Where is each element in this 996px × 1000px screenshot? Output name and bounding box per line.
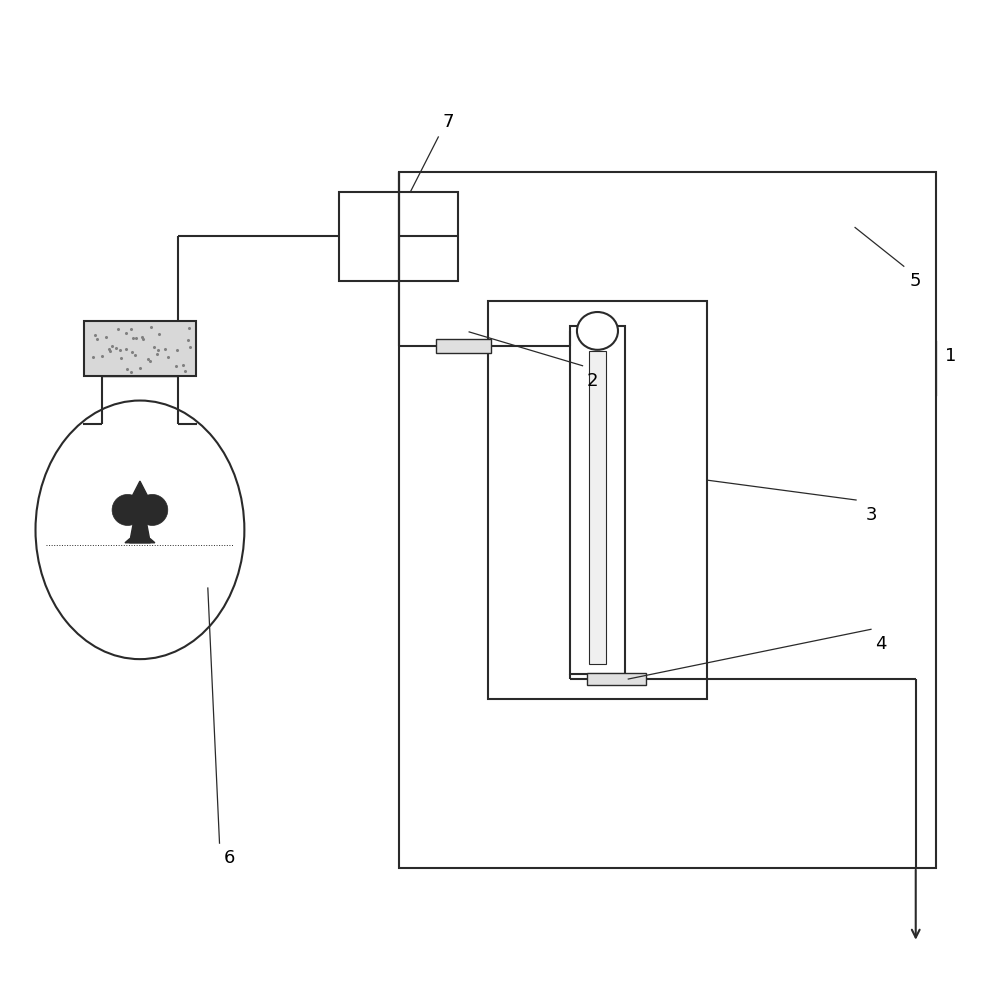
Circle shape bbox=[136, 494, 167, 525]
Polygon shape bbox=[125, 539, 154, 543]
Bar bbox=[570, 326, 624, 674]
Text: 5: 5 bbox=[910, 272, 921, 290]
Text: 1: 1 bbox=[945, 347, 956, 365]
Text: 3: 3 bbox=[866, 506, 876, 524]
Text: 7: 7 bbox=[442, 113, 454, 131]
Polygon shape bbox=[122, 481, 158, 518]
Bar bbox=[587, 673, 646, 685]
Text: 6: 6 bbox=[224, 849, 235, 867]
Bar bbox=[398, 172, 935, 868]
Ellipse shape bbox=[36, 401, 244, 659]
Bar bbox=[589, 351, 607, 664]
Text: 2: 2 bbox=[587, 372, 599, 390]
Ellipse shape bbox=[577, 312, 618, 350]
Bar bbox=[339, 192, 458, 281]
Bar bbox=[436, 339, 491, 353]
Bar bbox=[488, 301, 707, 699]
Polygon shape bbox=[129, 518, 150, 543]
Text: 4: 4 bbox=[875, 635, 886, 653]
Circle shape bbox=[113, 494, 143, 525]
Bar bbox=[85, 321, 195, 376]
